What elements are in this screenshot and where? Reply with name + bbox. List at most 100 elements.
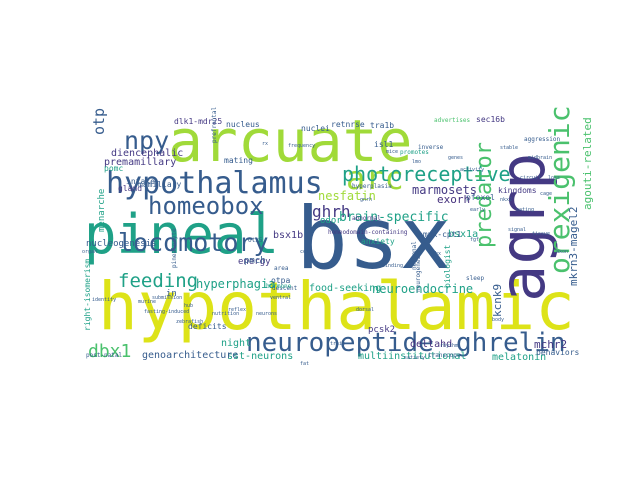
word-sst-neurons: sst-neurons [227, 351, 294, 362]
word-identity: identity [92, 297, 117, 303]
word-pmch: pmch [244, 256, 266, 266]
word-promotes: promotes [400, 149, 429, 156]
word-deficits: deficits [188, 322, 227, 331]
word-body: body [492, 317, 505, 323]
word-lhx: lhx [432, 251, 442, 257]
word-gnrh: gnrh [360, 197, 373, 203]
word-homeodomain-containing: homeodomain-containing [328, 229, 408, 236]
word-cage: cage [540, 191, 553, 197]
word-midbrain: midbrain [528, 155, 553, 161]
word-pineal: pineal [84, 203, 280, 266]
word-neurogenesis: neurogenesis [415, 248, 422, 292]
word-genes: genes [448, 155, 464, 161]
word-otp: otp [90, 107, 108, 135]
word-otx5: otx5 [248, 237, 263, 244]
word-post-natal: post-natal [86, 352, 123, 359]
word-feeding: feeding [118, 270, 199, 292]
word-neuropeptide: neuropeptide [246, 328, 434, 358]
word-agouti-related: agouti-related [581, 117, 594, 210]
word-fasting-induced: fasting-induced [144, 309, 190, 315]
word-hypothalamus: hypothalamus [106, 166, 323, 201]
word-pomc: pomc [104, 164, 124, 173]
word-mchr2: mchr2 [534, 338, 568, 351]
word-energy: energy [238, 257, 271, 267]
word-murine: murine [138, 299, 157, 305]
word-tra1b: tra1b [370, 121, 395, 130]
word-pfoxol: pfoxol [466, 193, 495, 202]
word-deltahd: deltahd [410, 339, 453, 350]
word-odor: odor [320, 216, 342, 226]
word-area: area [274, 265, 289, 272]
word-anxiety: anxiety [361, 237, 395, 246]
word-arcuate: arcuate [168, 107, 413, 175]
word-fgf: fgf [470, 237, 480, 243]
word-advertises: advertises [434, 117, 471, 124]
word-hyperplasia: hyperplasia [352, 183, 392, 190]
word-binding: binding [382, 263, 404, 269]
word-in: in [166, 289, 177, 299]
word-biologist: biologist [443, 244, 452, 288]
word-retnrse: retnrse [331, 120, 365, 129]
word-homeobox: homeobox [148, 192, 264, 220]
word-bsx: bsx [296, 189, 452, 289]
word-rx: rx [262, 141, 269, 147]
word-hypothalamic: hypothalamic [98, 268, 575, 345]
word-nuclei: nuclei [301, 124, 330, 133]
word-trait: trait [330, 341, 346, 347]
word-neurons: neurons [256, 311, 278, 317]
word-aggression: aggression [524, 136, 561, 143]
word-food-seeking: food-seeking [309, 283, 382, 294]
word-frequency: frequency [288, 143, 316, 149]
word-kingdoms: kingdoms [498, 186, 537, 195]
word-nkx2: nkx2 [500, 197, 513, 203]
word-ghrelin: ghrelin [456, 328, 566, 358]
word-cell: cell [300, 249, 313, 255]
word-rhythm: rhythm [440, 343, 459, 349]
word-hub: hub [184, 303, 194, 309]
word-ampk-cpt1: ampk-cpt1 [418, 230, 462, 239]
word-mice: mice [386, 149, 399, 155]
word-neuroendocrine: neuroendocrine [372, 282, 474, 296]
word-bsx1a: bsx1a [448, 229, 479, 240]
word-bsx1b: bsx1b [273, 230, 304, 241]
word-activity: activity [460, 167, 485, 173]
word-stable: stable [500, 145, 519, 151]
word-signal: signal [508, 227, 527, 233]
word-circuit: circuit [520, 175, 542, 181]
word-nesfatin: nesfatin [318, 189, 376, 203]
word-hormone: hormone [266, 283, 292, 290]
word-exorh: exorh [437, 193, 471, 206]
word-marmosets: marmosets [412, 183, 478, 197]
word-early: early [470, 207, 486, 213]
word-transcope: transcope [428, 352, 461, 359]
word-nutrition: nutrition [212, 311, 240, 317]
word-submission: submission [152, 295, 183, 301]
word-genoarchitecture: genoarchitecture [142, 350, 239, 361]
word-otpa: otpa [271, 276, 291, 285]
word-eating: eating [516, 207, 535, 213]
word-inverse: inverse [418, 144, 444, 151]
word-brain-specific: brain-specific [339, 210, 449, 225]
word-gland: gland [118, 184, 143, 193]
word-dlk1-mdr25: dlk1-mdr25 [174, 117, 223, 126]
word-dorsal: dorsal [356, 307, 375, 313]
word-sleep: sleep [466, 275, 485, 282]
word-melatonin: melatonin [492, 352, 547, 363]
word-isl1: isl1 [374, 140, 394, 149]
word-multiinstitutional: multiinstitutional [358, 351, 467, 362]
word-abnormal: abnormal [352, 215, 381, 222]
word-prefrontal: prefrontal [211, 106, 218, 143]
word-lmo: lmo [412, 159, 422, 165]
word-pinealocyte: pinealocyte [171, 228, 178, 268]
word-reflex: reflex [228, 307, 247, 313]
word-ventral: ventral [270, 295, 292, 301]
word-kcnk9: kcnk9 [491, 283, 504, 317]
word-descent: descent [272, 285, 298, 292]
word-ghrh: ghrh [312, 202, 351, 221]
word-sec16b: sec16b [476, 115, 505, 124]
word-mkrn3-magel2: mkrn3-magel2 [567, 206, 580, 286]
word-dbx1: dbx1 [88, 341, 132, 362]
word-nucleogenesis: nucleogenesis [86, 239, 157, 249]
word-premamillary: premamillary [104, 157, 177, 168]
word-npy: npy [124, 126, 170, 155]
